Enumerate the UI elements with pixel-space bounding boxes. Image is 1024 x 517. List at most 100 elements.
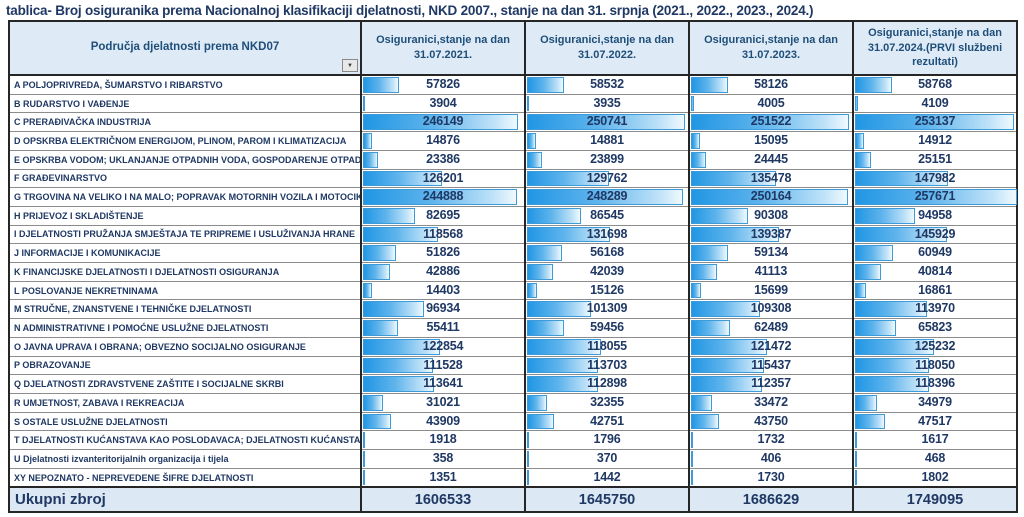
cell-value: 32355 bbox=[590, 394, 624, 409]
data-bar bbox=[527, 226, 610, 243]
data-bar bbox=[527, 264, 554, 280]
table-row: A POLJOPRIVREDA, ŠUMARSTVO I RIBARSTVO 5… bbox=[8, 74, 1018, 95]
row-label: A POLJOPRIVREDA, ŠUMARSTVO I RIBARSTVO bbox=[8, 74, 362, 95]
value-cell: 118050 bbox=[852, 355, 1018, 376]
cell-value: 145929 bbox=[914, 226, 956, 241]
data-bar bbox=[691, 245, 729, 262]
cell-value: 1732 bbox=[757, 432, 785, 447]
table-row: E OPSKRBA VODOM; UKLANJANJE OTPADNIH VOD… bbox=[8, 149, 1018, 170]
cell-value: 1918 bbox=[429, 432, 457, 447]
cell-value: 118050 bbox=[915, 357, 955, 372]
cell-value: 113703 bbox=[587, 357, 627, 372]
data-bar bbox=[855, 77, 892, 93]
data-bar bbox=[691, 469, 693, 486]
data-bar bbox=[691, 133, 701, 149]
cell-value: 109308 bbox=[750, 301, 792, 316]
value-cell: 42751 bbox=[524, 411, 690, 432]
cell-value: 111528 bbox=[423, 357, 463, 372]
cell-value: 58532 bbox=[590, 77, 624, 91]
data-bar bbox=[527, 469, 529, 486]
cell-value: 16861 bbox=[918, 282, 952, 297]
cell-value: 56168 bbox=[590, 245, 624, 260]
value-cell: 131698 bbox=[524, 224, 690, 245]
cell-value: 358 bbox=[432, 451, 454, 466]
value-cell: 113641 bbox=[360, 374, 526, 394]
value-cell: 468 bbox=[852, 449, 1018, 469]
data-bar bbox=[363, 338, 441, 355]
total-value-2023: 1686629 bbox=[688, 486, 854, 514]
data-bar bbox=[527, 133, 537, 149]
data-bar bbox=[855, 133, 865, 149]
row-label: O JAVNA UPRAVA I OBRANA; OBVEZNO SOCIJAL… bbox=[8, 336, 362, 357]
data-bar bbox=[691, 432, 693, 449]
cell-value: 1351 bbox=[429, 469, 457, 484]
cell-value: 15699 bbox=[754, 282, 788, 297]
value-cell: 1442 bbox=[524, 467, 690, 488]
cell-value: 42886 bbox=[426, 264, 460, 279]
cell-value: 55411 bbox=[426, 320, 460, 335]
cell-value: 14912 bbox=[918, 133, 952, 148]
data-bar bbox=[527, 207, 582, 224]
total-value-2022: 1645750 bbox=[524, 486, 690, 514]
value-cell: 113970 bbox=[852, 299, 1018, 320]
data-bar bbox=[691, 77, 728, 93]
row-label: Q DJELATNOSTI ZDRAVSTVENE ZAŠTITE I SOCI… bbox=[8, 374, 362, 394]
cell-value: 33472 bbox=[754, 394, 788, 409]
value-cell: 135478 bbox=[688, 168, 854, 189]
value-cell: 15699 bbox=[688, 280, 854, 301]
filter-button[interactable]: ▼ bbox=[342, 59, 358, 72]
data-bar bbox=[527, 189, 684, 205]
value-cell: 111528 bbox=[360, 355, 526, 376]
column-header-2024: Osiguranici,stanje na dan 31.07.2024.(PR… bbox=[852, 20, 1018, 76]
table-row: R UMJETNOST, ZABAVA I REKREACIJA 31021 3… bbox=[8, 392, 1018, 413]
value-cell: 62489 bbox=[688, 318, 854, 338]
row-label: S OSTALE USLUŽNE DJELATNOSTI bbox=[8, 411, 362, 432]
cell-value: 135478 bbox=[750, 170, 792, 185]
value-cell: 112357 bbox=[688, 374, 854, 394]
value-cell: 14403 bbox=[360, 280, 526, 301]
data-bar bbox=[363, 207, 415, 224]
cell-value: 4005 bbox=[757, 95, 785, 110]
data-bar bbox=[691, 301, 760, 318]
cell-value: 250164 bbox=[750, 189, 792, 204]
data-bar bbox=[527, 151, 543, 168]
cell-value: 34979 bbox=[918, 394, 952, 409]
value-cell: 33472 bbox=[688, 392, 854, 413]
data-bar bbox=[855, 245, 894, 262]
cell-value: 406 bbox=[760, 451, 782, 466]
data-bar bbox=[527, 245, 563, 262]
value-cell: 58768 bbox=[852, 74, 1018, 95]
table-row: D OPSKRBA ELEKTRIČNOM ENERGIJOM, PLINOM,… bbox=[8, 131, 1018, 151]
data-bar bbox=[363, 301, 424, 318]
data-bar bbox=[855, 376, 930, 392]
value-cell: 109308 bbox=[688, 299, 854, 320]
cell-value: 14403 bbox=[426, 282, 460, 297]
table-row: T DJELATNOSTI KUĆANSTAVA KAO POSLODAVACA… bbox=[8, 430, 1018, 451]
cell-value: 118055 bbox=[587, 338, 627, 353]
cell-value: 101309 bbox=[586, 301, 628, 316]
value-cell: 248289 bbox=[524, 187, 690, 207]
value-cell: 118568 bbox=[360, 224, 526, 245]
data-bar bbox=[855, 264, 881, 280]
label-column-header: Područja djelatnosti prema NKD07 ▼ bbox=[8, 20, 362, 76]
row-label: C PRERAĐIVAČKA INDUSTRIJA bbox=[8, 112, 362, 133]
value-cell: 129762 bbox=[524, 168, 690, 189]
cell-value: 14876 bbox=[426, 133, 460, 148]
data-bar bbox=[855, 282, 866, 299]
value-cell: 58126 bbox=[688, 74, 854, 95]
value-cell: 406 bbox=[688, 449, 854, 469]
cell-value: 23386 bbox=[426, 151, 460, 166]
value-cell: 3904 bbox=[360, 93, 526, 114]
data-bar bbox=[527, 376, 598, 392]
value-cell: 244888 bbox=[360, 187, 526, 207]
table-row: G TRGOVINA NA VELIKO I NA MALO; POPRAVAK… bbox=[8, 187, 1018, 207]
data-bar bbox=[855, 301, 927, 318]
cell-value: 250741 bbox=[586, 114, 628, 129]
nkd-pivot-table: Područja djelatnosti prema NKD07 ▼ Osigu… bbox=[8, 20, 1018, 514]
cell-value: 246149 bbox=[422, 114, 464, 129]
row-label: H PRIJEVOZ I SKLADIŠTENJE bbox=[8, 205, 362, 226]
table-row: S OSTALE USLUŽNE DJELATNOSTI 43909 42751… bbox=[8, 411, 1018, 432]
cell-value: 43909 bbox=[426, 413, 460, 428]
data-bar bbox=[363, 357, 434, 374]
data-bar bbox=[691, 114, 850, 131]
